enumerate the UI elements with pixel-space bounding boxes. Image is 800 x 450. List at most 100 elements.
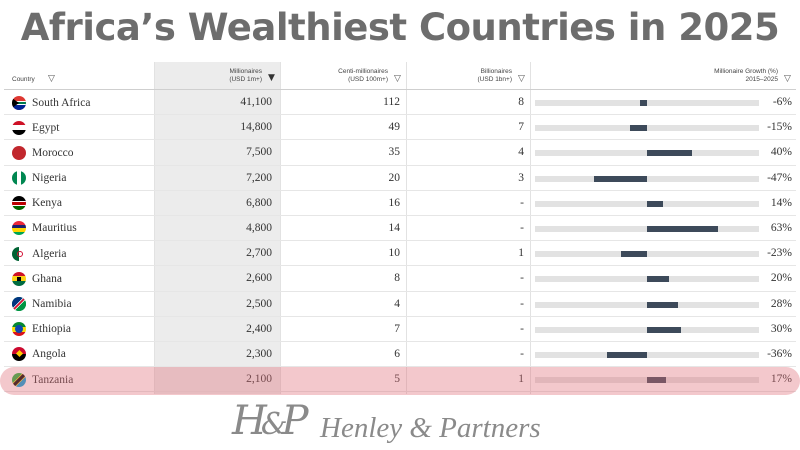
page-title: Africa’s Wealthiest Countries in 2025 — [20, 6, 780, 49]
country-cell: Ghana — [12, 271, 62, 286]
growth-bar — [647, 377, 666, 384]
column-divider — [406, 62, 407, 394]
growth-bar-track — [535, 100, 759, 106]
header-millionaires-sublabel: (USD 1m+) — [229, 76, 262, 83]
growth-bar — [647, 200, 663, 207]
growth-bar-track — [535, 301, 759, 308]
growth-bar — [606, 351, 647, 358]
country-name: Kenya — [32, 197, 63, 210]
table-row[interactable]: Angola 2,300 6 - -36% — [4, 342, 796, 368]
country-cell: Tanzania — [12, 372, 73, 387]
table-row[interactable]: South Africa 41,100 112 8 -6% — [4, 90, 796, 116]
growth-bar-track — [535, 276, 759, 283]
header-billionaires[interactable]: Billionaires (USD 1bn+) ▽ — [406, 62, 530, 90]
country-name: Nigeria — [32, 172, 67, 185]
table-row[interactable]: Kenya 6,800 16 - 14% — [4, 191, 796, 216]
logo-monogram: H&P — [232, 398, 308, 444]
growth-value: 14% — [770, 196, 792, 209]
billionaires-value: - — [520, 322, 524, 335]
country-name: Morocco — [32, 146, 74, 159]
country-name: Angola — [32, 348, 66, 361]
growth-bar — [647, 150, 692, 157]
centi-millionaires-value: 8 — [394, 272, 400, 285]
header-country[interactable]: Country ▽ — [12, 62, 152, 90]
millionaires-value: 6,800 — [246, 196, 272, 209]
millionaires-value: 2,600 — [246, 272, 272, 285]
header-growth-label: Millionaire Growth (%) — [714, 68, 778, 75]
table-row[interactable]: Namibia 2,500 4 - 28% — [4, 292, 796, 317]
growth-value: 63% — [770, 221, 792, 234]
filter-icon[interactable]: ▽ — [784, 74, 791, 84]
table-row[interactable]: Tanzania 2,100 5 1 17% — [4, 367, 796, 393]
table-row[interactable]: Ethiopia 2,400 7 - 30% — [4, 317, 796, 342]
growth-bar-track — [535, 200, 759, 207]
billionaires-value: 8 — [518, 96, 524, 108]
table-row[interactable]: Algeria 2,700 10 1 -23% — [4, 241, 796, 267]
nigeria-flag-icon — [12, 171, 26, 186]
country-name: Algeria — [32, 247, 67, 260]
table-row[interactable]: Nigeria 7,200 20 3 -47% — [4, 166, 796, 191]
growth-bar — [647, 225, 718, 232]
country-cell: Morocco — [12, 145, 74, 160]
sort-descending-icon[interactable]: ▼ — [268, 73, 275, 83]
centi-millionaires-value: 4 — [394, 297, 400, 310]
growth-value: -15% — [767, 121, 792, 134]
filter-icon[interactable]: ▽ — [394, 74, 401, 84]
country-name: Ghana — [32, 272, 63, 285]
centi-millionaires-value: 35 — [388, 146, 401, 159]
wealth-table: Country ▽ Millionaires (USD 1m+) ▼ Centi… — [4, 62, 796, 394]
country-cell: Ethiopia — [12, 322, 71, 337]
table-row[interactable]: Ghana 2,600 8 - 20% — [4, 266, 796, 292]
centi-millionaires-value: 7 — [394, 322, 400, 335]
centi-millionaires-value: 16 — [388, 196, 401, 209]
billionaires-value: 4 — [518, 146, 524, 159]
filter-icon[interactable]: ▽ — [518, 74, 525, 84]
header-growth-sublabel: 2015–2025 — [745, 76, 778, 83]
table-body: South Africa 41,100 112 8 -6% Egypt 14,800 49 7-… — [4, 90, 796, 393]
millionaires-value: 7,500 — [246, 146, 272, 159]
country-cell: Kenya — [12, 196, 62, 211]
growth-value: 30% — [770, 322, 792, 335]
billionaires-value: 3 — [518, 171, 524, 184]
growth-bar-track — [535, 175, 759, 182]
header-centi-millionaires[interactable]: Centi-millionaires (USD 100m+) ▽ — [280, 62, 406, 90]
growth-bar — [621, 251, 647, 258]
millionaires-value: 2,100 — [246, 373, 272, 386]
header-country-label: Country — [12, 76, 35, 83]
centi-millionaires-value: 49 — [388, 121, 401, 134]
country-cell: South Africa — [12, 95, 90, 110]
kenya-flag-icon — [12, 196, 26, 211]
billionaires-value: 1 — [518, 247, 524, 260]
growth-value: 17% — [770, 373, 792, 386]
millionaires-value: 4,800 — [246, 221, 272, 234]
growth-bar-track — [535, 251, 759, 258]
table-row[interactable]: Mauritius 4,800 14 - 63% — [4, 216, 796, 242]
table-row[interactable]: Morocco 7,500 35 4 40% — [4, 140, 796, 166]
filter-icon[interactable]: ▽ — [48, 74, 55, 84]
centi-millionaires-value: 20 — [388, 171, 401, 184]
growth-value: -23% — [767, 247, 792, 260]
growth-value: -6% — [772, 96, 792, 108]
growth-bar-track — [535, 351, 759, 358]
billionaires-value: 7 — [518, 121, 524, 134]
millionaires-value: 41,100 — [240, 96, 272, 108]
header-growth[interactable]: Millionaire Growth (%) 2015–2025 ▽ — [530, 62, 796, 90]
millionaires-value: 2,700 — [246, 247, 272, 260]
country-cell: Egypt — [12, 120, 59, 135]
growth-value: -47% — [767, 171, 792, 184]
table-row[interactable]: Egypt 14,800 49 7 -15% — [4, 115, 796, 141]
header-millionaires-label: Millionaires — [229, 68, 262, 75]
growth-bar — [647, 326, 681, 333]
angola-flag-icon — [12, 347, 26, 362]
growth-value: 28% — [770, 297, 792, 310]
country-cell: Mauritius — [12, 221, 77, 236]
growth-bar — [594, 175, 647, 182]
country-name: South Africa — [32, 96, 91, 109]
country-name: Egypt — [32, 121, 60, 134]
centi-millionaires-value: 10 — [388, 247, 401, 260]
south-africa-flag-icon — [12, 95, 26, 110]
growth-bar — [640, 100, 647, 106]
header-millionaires[interactable]: Millionaires (USD 1m+) ▼ — [154, 62, 280, 90]
namibia-flag-icon — [12, 297, 26, 311]
country-name: Mauritius — [32, 222, 77, 235]
